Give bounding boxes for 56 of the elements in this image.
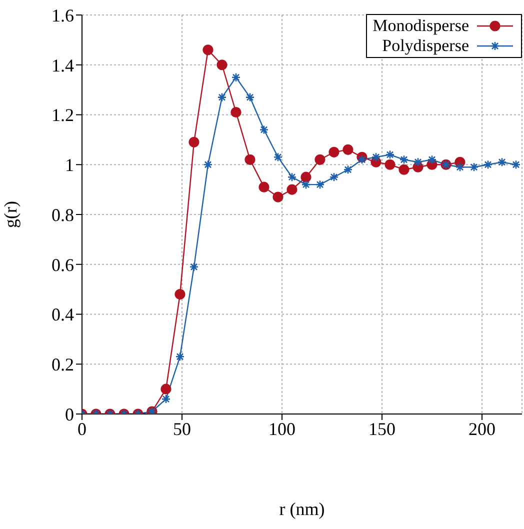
point xyxy=(272,192,284,202)
y-tick-label: 0.2 xyxy=(52,354,74,375)
point xyxy=(245,92,255,102)
y-tick-label: 0.6 xyxy=(52,254,74,275)
point xyxy=(230,106,242,118)
y-tick-label: 1.6 xyxy=(52,5,74,26)
point xyxy=(398,164,410,175)
y-tick-label: 1.2 xyxy=(52,105,74,126)
point xyxy=(287,172,297,182)
point xyxy=(203,160,213,170)
point xyxy=(497,157,507,167)
point xyxy=(483,160,493,170)
x-tick-label: 0 xyxy=(78,418,86,439)
point xyxy=(174,289,186,300)
legend-label: Monodisperse xyxy=(372,16,469,36)
point xyxy=(315,180,325,190)
point xyxy=(231,72,241,82)
point xyxy=(371,152,381,162)
point xyxy=(217,92,227,102)
x-tick-label: 150 xyxy=(368,418,396,439)
y-tick-label: 1 xyxy=(65,155,74,176)
point xyxy=(259,125,269,134)
x-axis-title: r (nm) xyxy=(279,499,325,519)
point xyxy=(469,162,479,172)
point xyxy=(300,172,312,182)
point xyxy=(202,44,214,56)
point xyxy=(244,154,256,165)
x-tick-label: 100 xyxy=(268,418,296,439)
point xyxy=(511,160,521,170)
point xyxy=(385,150,395,160)
point xyxy=(328,146,340,158)
point xyxy=(189,262,199,272)
point xyxy=(342,144,354,155)
point xyxy=(384,159,396,170)
point xyxy=(427,154,437,164)
point xyxy=(329,172,339,182)
point xyxy=(301,180,311,190)
legend-label: Polydisperse xyxy=(382,36,469,56)
point xyxy=(258,182,270,192)
point xyxy=(188,136,200,148)
x-tick-label: 200 xyxy=(468,418,496,439)
point xyxy=(286,184,298,195)
y-axis-title: g(r) xyxy=(0,201,20,228)
y-tick-label: 0.4 xyxy=(52,304,74,325)
y-tick-label: 0.8 xyxy=(52,204,74,225)
point xyxy=(343,164,353,174)
point xyxy=(216,60,228,70)
point xyxy=(455,162,465,172)
point xyxy=(314,154,326,165)
point xyxy=(413,157,423,167)
point xyxy=(357,154,367,164)
y-tick-label: 1.4 xyxy=(52,55,74,76)
point xyxy=(273,152,283,162)
x-tick-label: 50 xyxy=(173,418,191,439)
point xyxy=(399,154,409,164)
y-tick-label: 0 xyxy=(65,404,74,424)
